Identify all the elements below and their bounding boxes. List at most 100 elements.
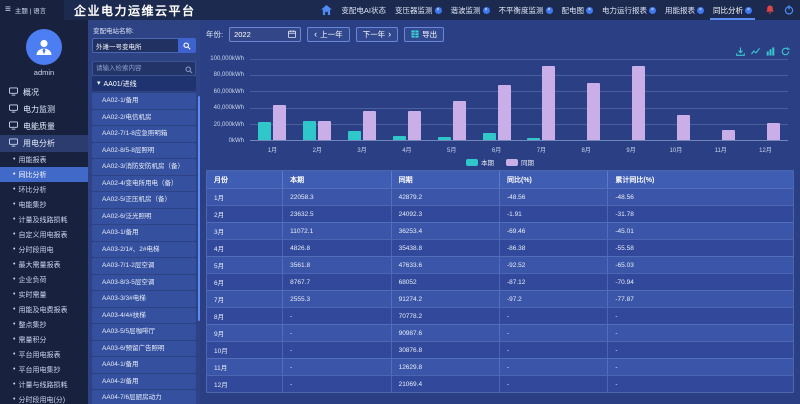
sidebar-item[interactable]: • 平台用电集抄 xyxy=(0,362,88,377)
avatar[interactable] xyxy=(26,29,62,65)
sidebar-item[interactable]: • 环比分析 xyxy=(0,182,88,197)
sidebar-item[interactable]: • 用能及电费报表 xyxy=(0,302,88,317)
nav-tab[interactable]: 不平衡度监测 × xyxy=(499,0,553,20)
tab-close-icon[interactable]: × xyxy=(545,6,553,14)
line-chart-icon[interactable] xyxy=(751,47,760,56)
y-tick-label: 0kWh xyxy=(228,138,244,144)
tree-item[interactable]: AA03-6/预留广告照明 xyxy=(92,340,196,356)
tab-close-icon[interactable]: × xyxy=(649,6,656,14)
tab-close-icon[interactable]: × xyxy=(745,6,752,14)
sidebar-item[interactable]: • 计量及线路损耗 xyxy=(0,212,88,227)
refresh-icon[interactable] xyxy=(781,47,790,56)
tree-item[interactable]: AA03-2/1#、2#电梯 xyxy=(92,241,196,257)
legend-item-同期[interactable]: 同期 xyxy=(506,157,534,167)
tree-item[interactable]: AA04-2/备用 xyxy=(92,373,196,389)
nav-tab[interactable]: 配电图 × xyxy=(562,0,593,20)
tab-close-icon[interactable]: × xyxy=(482,6,490,14)
tree-item[interactable]: AA02-2/电信机房 xyxy=(92,109,196,125)
tree-item[interactable]: AA04-7/6层厨房动力 xyxy=(92,390,196,404)
cell-cumulative: - xyxy=(615,312,618,320)
table-row[interactable]: 2月 23632.5 24092.3 -1.91 -31.78 xyxy=(207,205,793,222)
bullet-icon: • xyxy=(13,321,16,328)
tree-item[interactable]: AA02-5/正压机房（备） xyxy=(92,192,196,208)
nav-tab[interactable]: 变压器监测 × xyxy=(395,0,442,20)
theme-language-switch[interactable]: 主题 | 语言 xyxy=(14,8,47,15)
sidebar-section[interactable]: 电能质量 xyxy=(0,118,88,135)
sidebar-section[interactable]: 用电分析 xyxy=(0,135,88,152)
tree-item[interactable]: AA02-6/泛光照明 xyxy=(92,208,196,224)
search-button[interactable] xyxy=(178,38,196,53)
bar-chart-icon[interactable] xyxy=(766,47,775,56)
sidebar-item[interactable]: • 需量积分 xyxy=(0,332,88,347)
bullet-icon: • xyxy=(13,231,16,238)
tree-item[interactable]: AA02-3/消防安防机房（备） xyxy=(92,159,196,175)
nav-tab[interactable]: 用能报表 × xyxy=(665,0,704,20)
tree-item[interactable]: AA03-1/备用 xyxy=(92,225,196,241)
table-header-yoy: 同比(%) xyxy=(500,171,609,188)
tree-item[interactable]: AA02-7/1-8应急照明箱 xyxy=(92,126,196,142)
tab-close-icon[interactable]: × xyxy=(697,6,704,14)
sidebar-item[interactable]: • 电能集抄 xyxy=(0,197,88,212)
sidebar-item[interactable]: • 自定义用电报表 xyxy=(0,227,88,242)
sidebar-item[interactable]: • 实时需量 xyxy=(0,287,88,302)
legend-item-本期[interactable]: 本期 xyxy=(466,157,494,167)
tree-item[interactable]: AA02-1/备用 xyxy=(92,93,196,109)
home-icon[interactable] xyxy=(321,5,333,15)
sidebar-section[interactable]: 电力监测 xyxy=(0,101,88,118)
sidebar-item[interactable]: • 用能报表 xyxy=(0,152,88,167)
table-row[interactable]: 9月 - 90987.6 - - xyxy=(207,324,793,341)
nav-tab[interactable]: 变配电AI状态 × xyxy=(341,0,386,20)
tree-item[interactable]: AA03-5/5层咖啡厅 xyxy=(92,324,196,340)
year-picker[interactable]: 2022 xyxy=(229,27,302,42)
tree-root-node[interactable]: ▾ AA01/进线 xyxy=(92,76,196,91)
cell-previous: 36253.4 xyxy=(392,223,500,239)
tree-filter-input[interactable] xyxy=(92,61,196,76)
nav-tab[interactable]: 电力运行报表 × xyxy=(602,0,656,20)
download-icon[interactable] xyxy=(736,47,745,56)
sidebar-item[interactable]: • 分时段用电 xyxy=(0,242,88,257)
next-year-button[interactable]: 下一年 › xyxy=(355,27,399,42)
sidebar-item[interactable]: • 企业负荷 xyxy=(0,272,88,287)
tab-close-icon[interactable]: × xyxy=(434,6,442,14)
table-row[interactable]: 6月 8767.7 68052 -87.12 -70.94 xyxy=(207,273,793,290)
sidebar-section-label: 电能质量 xyxy=(23,122,55,131)
power-icon[interactable] xyxy=(784,5,794,15)
sidebar-section[interactable]: 概况 xyxy=(0,84,88,101)
table-row[interactable]: 1月 22058.3 42879.2 -48.56 -48.56 xyxy=(207,188,793,205)
table-row[interactable]: 10月 - 30876.8 - - xyxy=(207,341,793,358)
cell-current: 3561.8 xyxy=(283,257,392,273)
tree-item[interactable]: AA03-4/4#扶梯 xyxy=(92,307,196,323)
tree-item[interactable]: AA02-4/变电所用电（备） xyxy=(92,175,196,191)
bar-同期-3月 xyxy=(363,110,377,140)
tree-item[interactable]: AA03-7/1-2层空调 xyxy=(92,258,196,274)
tree-scrollbar[interactable] xyxy=(198,96,200,321)
tree-item[interactable]: AA03-3/3#电梯 xyxy=(92,291,196,307)
export-button[interactable]: 导出 xyxy=(404,27,445,42)
table-row[interactable]: 3月 11072.1 36253.4 -69.46 -45.01 xyxy=(207,222,793,239)
sidebar-item[interactable]: • 平台用电报表 xyxy=(0,347,88,362)
table-row[interactable]: 7月 2555.3 91274.2 -97.2 -77.87 xyxy=(207,290,793,307)
hamburger-icon[interactable]: ≡ xyxy=(5,4,11,15)
table-row[interactable]: 5月 3561.8 47633.6 -92.52 -65.03 xyxy=(207,256,793,273)
table-row[interactable]: 4月 4826.8 35438.8 -86.38 -55.58 xyxy=(207,239,793,256)
tree-item[interactable]: AA04-1/备用 xyxy=(92,357,196,373)
sidebar-item[interactable]: • 分时段用电(分) xyxy=(0,392,88,404)
cell-cumulative: - xyxy=(615,380,618,388)
table-row[interactable]: 12月 - 21069.4 - - xyxy=(207,375,793,392)
export-icon xyxy=(411,29,419,40)
sidebar-item[interactable]: • 同比分析 xyxy=(0,167,88,182)
tree-item[interactable]: AA02-8/5-8层照明 xyxy=(92,142,196,158)
tab-close-icon[interactable]: × xyxy=(586,6,593,14)
nav-tab[interactable]: 谐波监测 × xyxy=(451,0,490,20)
top-nav: 变配电AI状态 × 变压器监测 × 谐波监测 × 不平衡度监测 × 配电图 × xyxy=(321,0,800,20)
table-row[interactable]: 11月 - 12629.8 - - xyxy=(207,358,793,375)
tree-item[interactable]: AA03-8/3-5层空调 xyxy=(92,274,196,290)
sidebar-item[interactable]: • 最大需量报表 xyxy=(0,257,88,272)
prev-year-button[interactable]: ‹ 上一年 xyxy=(307,27,350,42)
sidebar-item[interactable]: • 整点集抄 xyxy=(0,317,88,332)
sidebar-item[interactable]: • 计量与线路损耗 xyxy=(0,377,88,392)
table-row[interactable]: 8月 - 70778.2 - - xyxy=(207,307,793,324)
station-name-input[interactable] xyxy=(92,38,178,53)
bell-icon[interactable] xyxy=(765,5,775,15)
nav-tab[interactable]: 同比分析 × xyxy=(710,0,755,20)
